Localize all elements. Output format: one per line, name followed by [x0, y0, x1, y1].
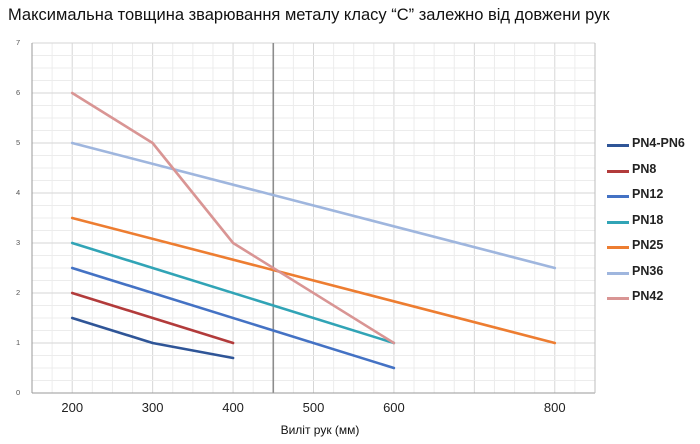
- legend-label: PN18: [632, 212, 664, 227]
- legend-swatch: [607, 246, 629, 249]
- legend-label: PN4-PN6: [632, 136, 685, 150]
- series-line-pn25: [70, 216, 557, 345]
- axes: [31, 43, 596, 394]
- tick-labels: 0 1 2 3 4 5 6 7 200 300 400 500 600 800: [16, 38, 566, 415]
- series-line-pn42: [70, 91, 396, 345]
- series-line-pn4-pn6: [70, 316, 235, 360]
- legend-swatch: [607, 195, 629, 198]
- legend-swatch: [607, 220, 629, 224]
- legend-label: PN12: [632, 187, 664, 201]
- legend-swatch: [607, 297, 629, 300]
- series-line-pn12: [70, 266, 396, 370]
- legend-label: PN8: [632, 161, 657, 176]
- y-tick-label: 0: [16, 388, 20, 397]
- legend-swatch: [607, 144, 629, 147]
- legend-swatch: [607, 169, 629, 173]
- legend-label: PN25: [632, 238, 664, 252]
- chart-title: Максимальна товщина зварювання металу кл…: [8, 6, 610, 24]
- x-axis-label: Виліт рук (мм): [280, 423, 360, 437]
- y-tick-label: 4: [16, 188, 20, 197]
- legend-label: PN42: [632, 289, 664, 303]
- y-tick-label: 3: [16, 238, 20, 247]
- series-line-pn18: [70, 241, 396, 345]
- legend-swatch: [607, 271, 629, 275]
- y-tick-label: 5: [16, 138, 20, 147]
- series-line-pn36: [70, 141, 557, 270]
- x-tick-label: 200: [61, 400, 83, 415]
- y-tick-label: 7: [16, 38, 20, 47]
- y-tick-label: 6: [16, 88, 20, 97]
- x-tick-label: 400: [222, 400, 244, 415]
- legend-label: PN36: [632, 263, 664, 278]
- x-tick-label: 600: [383, 400, 405, 415]
- series-line-pn8: [70, 291, 235, 345]
- x-tick-label: 300: [142, 400, 164, 415]
- series-lines: [70, 91, 557, 370]
- x-tick-label: 800: [544, 400, 566, 415]
- x-tick-label: 500: [303, 400, 325, 415]
- y-tick-label: 2: [16, 288, 20, 297]
- grid: [31, 42, 596, 394]
- y-tick-label: 1: [16, 338, 20, 347]
